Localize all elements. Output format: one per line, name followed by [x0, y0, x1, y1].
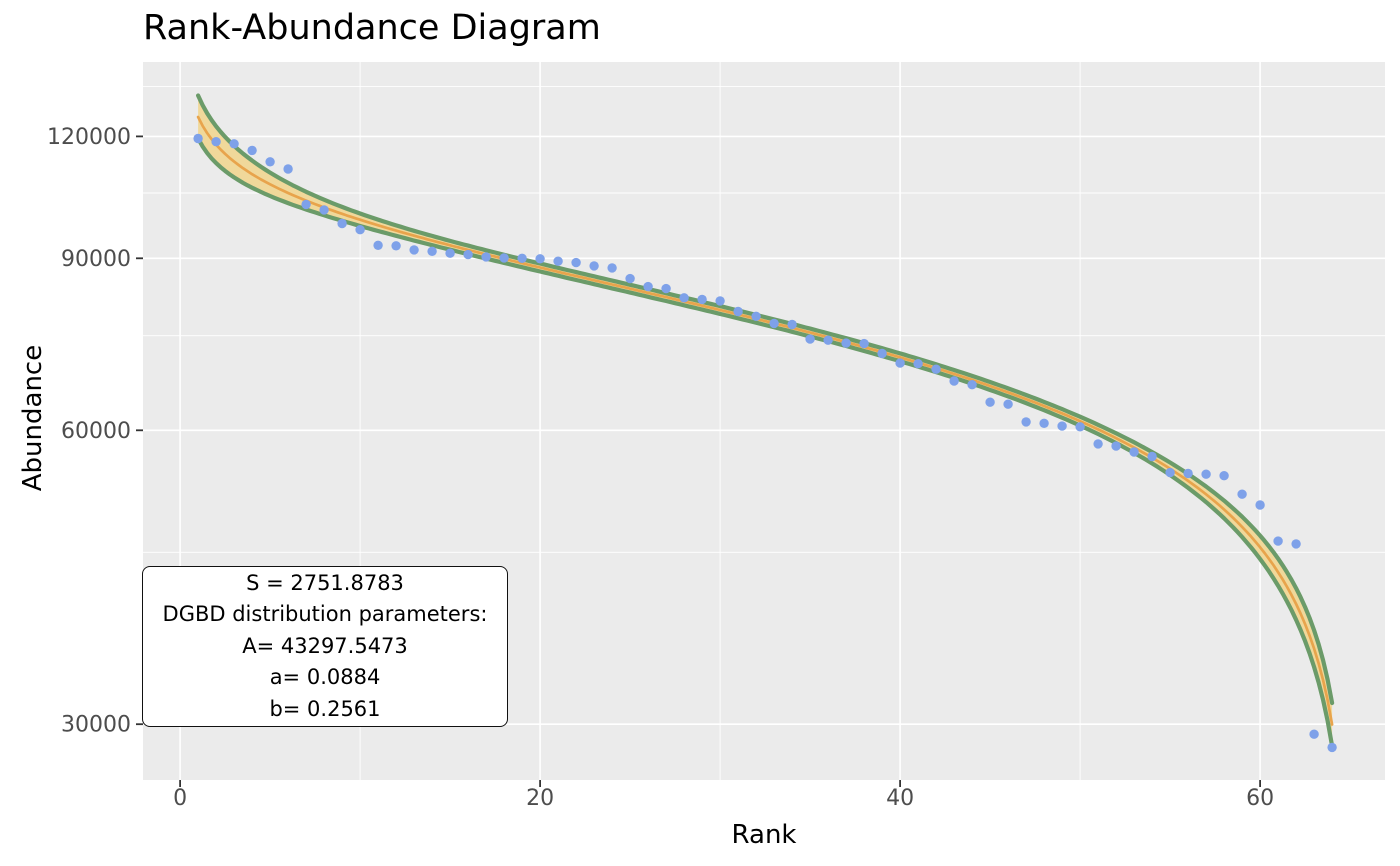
data-point	[1021, 417, 1031, 427]
data-point	[967, 380, 977, 390]
data-point	[463, 249, 473, 260]
data-point	[535, 254, 545, 264]
fit-line	[196, 115, 1334, 726]
data-point	[1111, 441, 1121, 451]
data-point	[427, 246, 437, 256]
data-point	[1003, 399, 1013, 409]
data-point	[481, 252, 491, 262]
data-point	[931, 364, 941, 374]
data-point	[679, 293, 689, 303]
ci-upper-edge	[196, 93, 1335, 706]
data-points	[193, 133, 1337, 753]
x-tick-labels: 0 20 40 60	[173, 786, 1274, 811]
data-point	[643, 281, 653, 292]
data-point	[229, 139, 239, 149]
data-point	[1147, 451, 1157, 462]
y-tick-label: 120000	[47, 125, 131, 150]
data-point	[517, 253, 527, 263]
y-tick-label: 90000	[61, 247, 131, 272]
data-point	[661, 283, 671, 294]
data-point	[1291, 539, 1301, 549]
data-point	[805, 334, 815, 344]
stat-line-b: b= 0.2561	[269, 696, 381, 721]
data-point	[715, 296, 725, 306]
x-tick-label: 0	[173, 786, 187, 811]
data-point	[193, 133, 203, 144]
data-point	[823, 335, 833, 345]
data-point	[1165, 467, 1175, 478]
x-axis-title: Rank	[731, 820, 797, 850]
data-point	[553, 256, 563, 266]
dgbd-stats-box: S = 2751.8783 DGBD distribution paramete…	[142, 566, 508, 727]
data-point	[1183, 468, 1193, 479]
data-point	[1201, 469, 1211, 479]
data-point	[589, 261, 599, 271]
data-point	[1255, 500, 1265, 510]
data-point	[877, 348, 887, 359]
data-point	[985, 397, 995, 407]
data-point	[841, 338, 851, 348]
data-point	[1039, 418, 1049, 428]
stat-line-header: DGBD distribution parameters:	[162, 602, 488, 627]
data-point	[499, 253, 509, 263]
data-point	[247, 145, 257, 156]
data-point	[337, 218, 347, 229]
data-point	[859, 338, 869, 349]
data-point	[1237, 489, 1247, 499]
x-tick-label: 40	[886, 786, 914, 811]
data-point	[391, 241, 401, 251]
data-point	[769, 318, 779, 329]
y-tick-label: 60000	[61, 419, 131, 444]
chart-title: Rank-Abundance Diagram	[143, 8, 601, 48]
data-point	[1327, 742, 1337, 753]
data-point	[1309, 729, 1319, 739]
data-point	[1057, 421, 1067, 431]
data-point	[697, 294, 707, 305]
data-point	[445, 248, 455, 258]
data-point	[283, 164, 293, 174]
data-point	[895, 358, 905, 368]
data-point	[949, 376, 959, 386]
data-point	[571, 257, 581, 268]
data-point	[913, 359, 923, 369]
data-point	[1093, 439, 1103, 449]
data-point	[301, 199, 311, 210]
data-point	[1219, 471, 1229, 481]
data-point	[1129, 447, 1139, 457]
data-point	[1273, 536, 1283, 546]
x-tick-label: 60	[1246, 786, 1274, 811]
data-point	[1075, 422, 1085, 432]
data-point	[625, 273, 635, 284]
ci-lower-edge	[196, 136, 1335, 749]
data-point	[787, 319, 797, 330]
data-point	[373, 240, 383, 250]
data-point	[319, 205, 329, 215]
stat-line-a: a= 0.0884	[269, 665, 381, 690]
stat-line-A: A= 43297.5473	[242, 633, 408, 658]
x-tick-label: 20	[526, 786, 554, 811]
y-tick-label: 30000	[61, 713, 131, 738]
data-point	[211, 137, 221, 147]
stat-line-s: S = 2751.8783	[246, 570, 404, 595]
axis-tick-marks	[136, 135, 1261, 787]
data-point	[751, 311, 761, 321]
data-point	[265, 157, 275, 167]
data-point	[409, 245, 419, 255]
y-tick-labels: 30000 60000 90000 120000	[47, 125, 131, 738]
data-point	[355, 225, 365, 235]
data-point	[607, 263, 617, 273]
data-point	[733, 306, 743, 317]
